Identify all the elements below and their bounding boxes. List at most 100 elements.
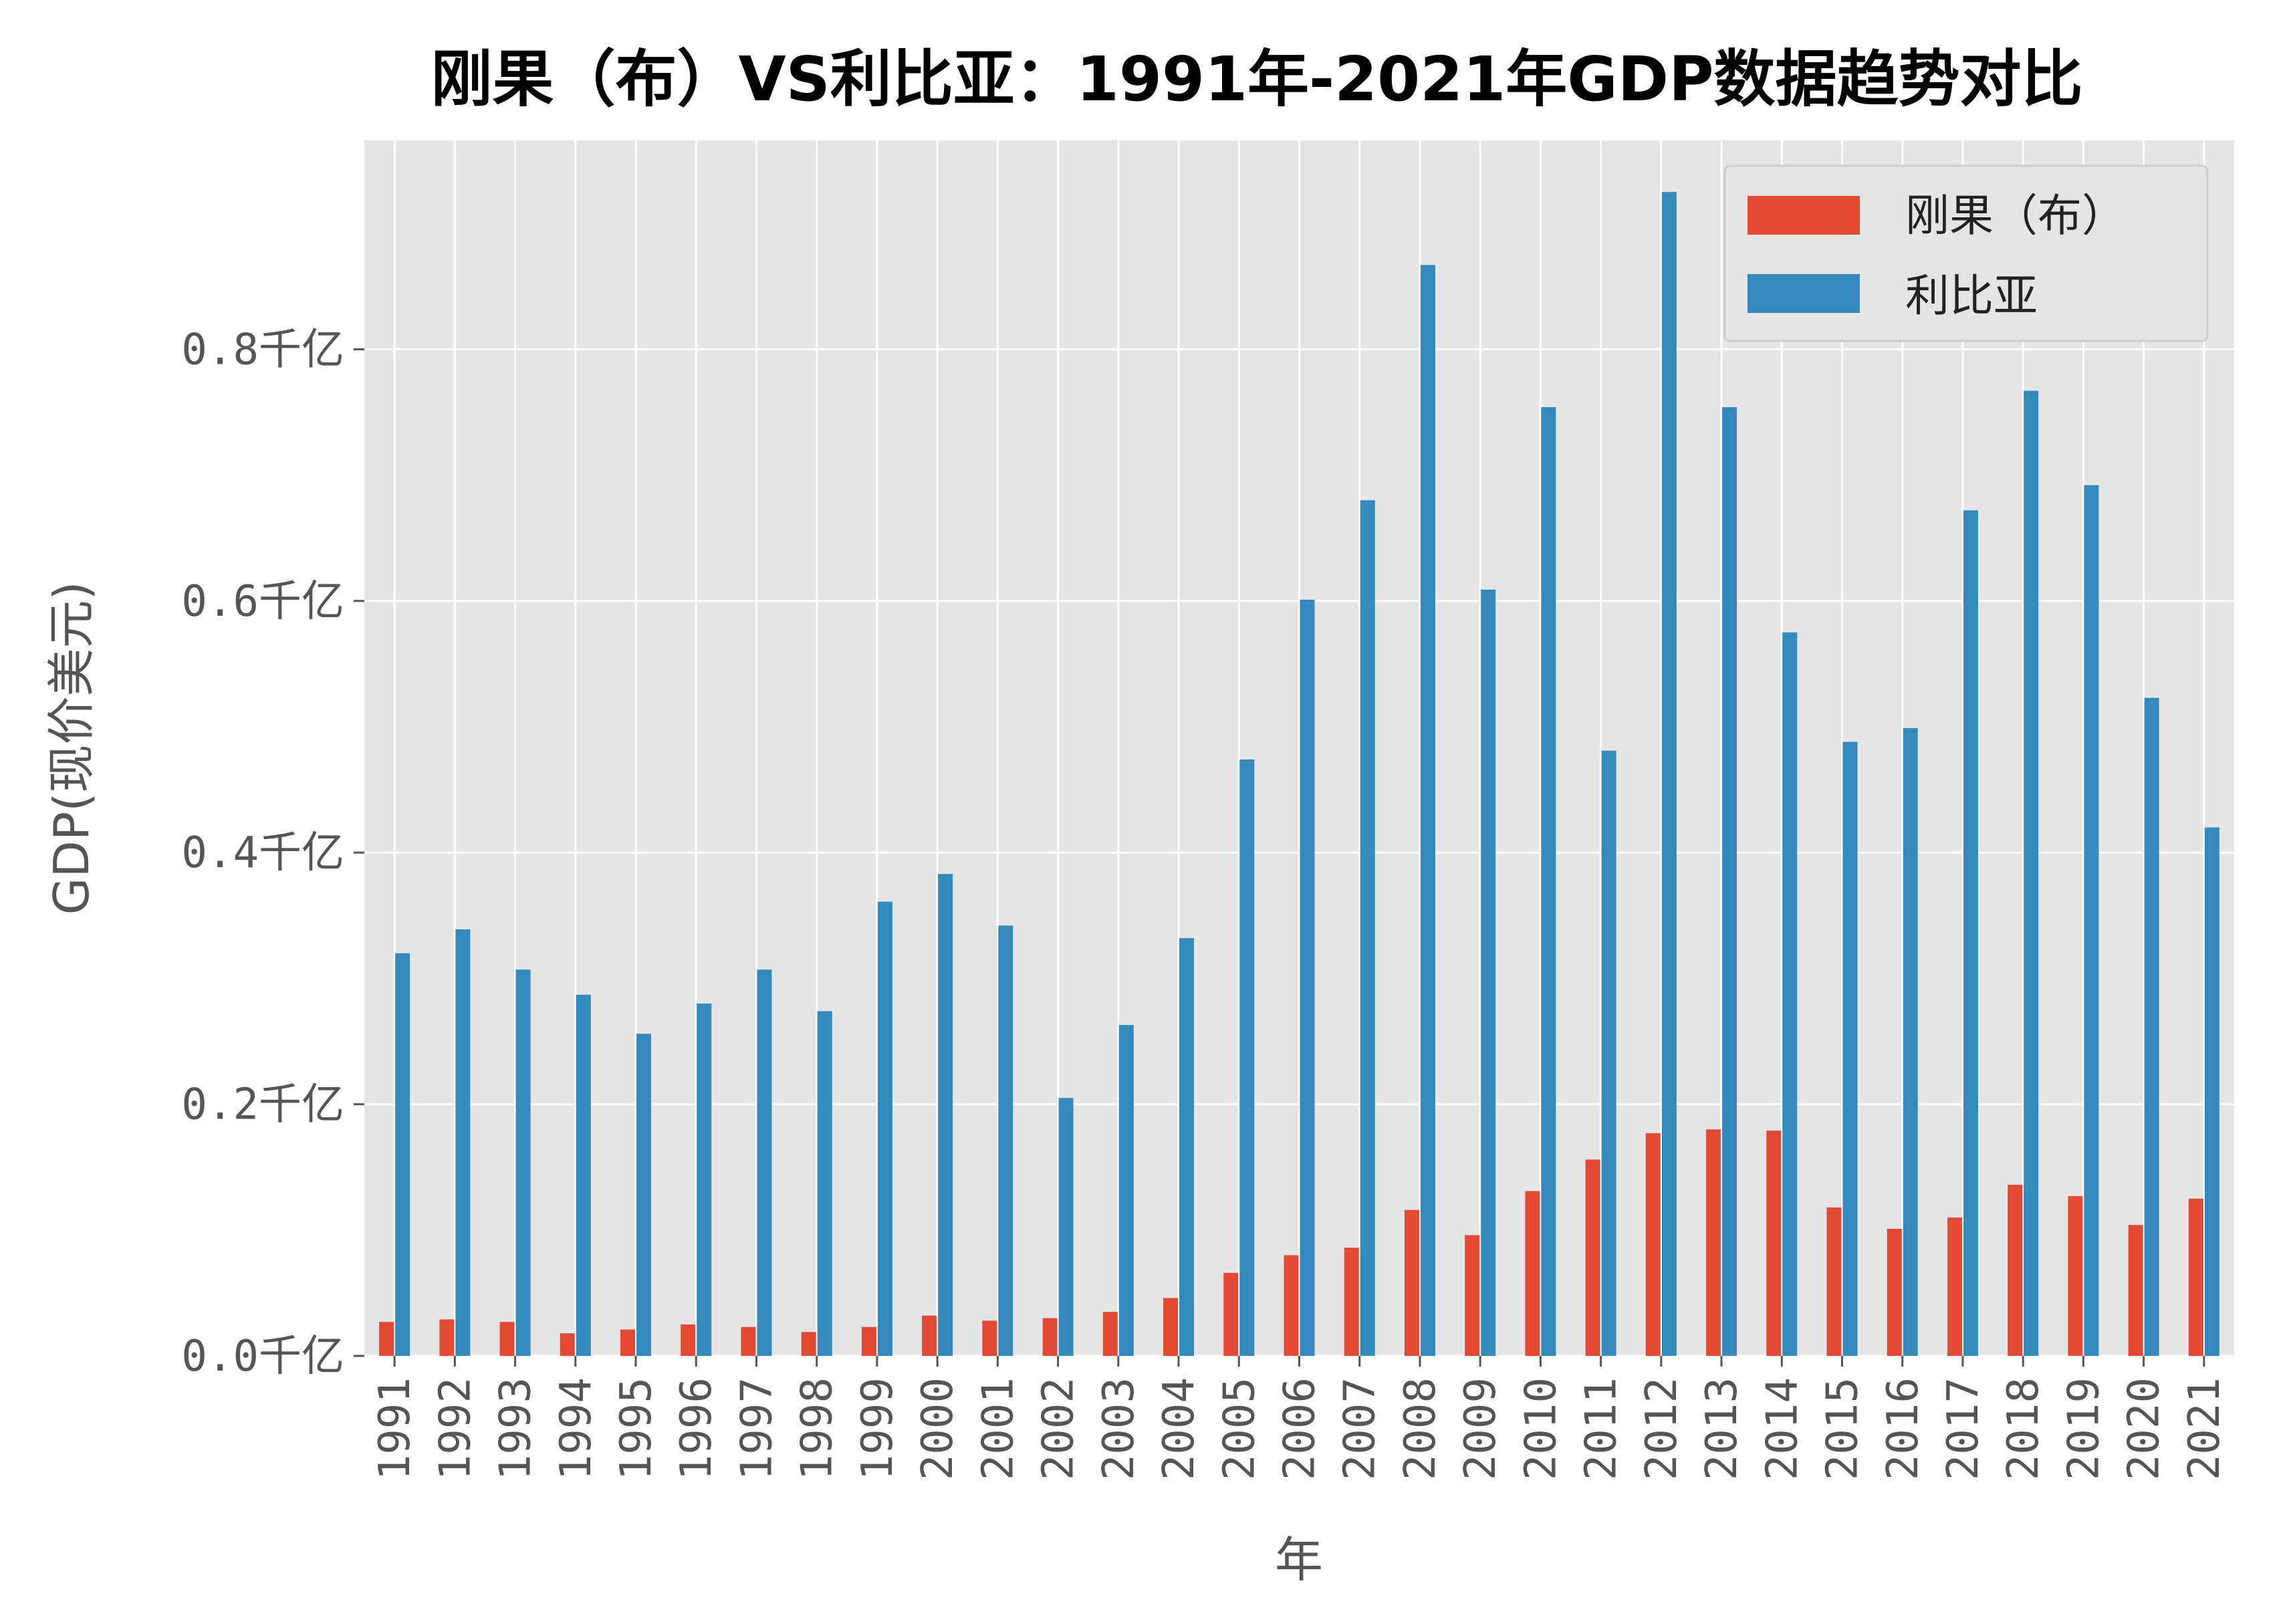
- y-tick-label: 0.8千亿: [181, 325, 344, 374]
- bar-congo: [922, 1315, 937, 1356]
- bar-congo: [1223, 1272, 1239, 1356]
- x-tick-label: 2011: [1577, 1377, 1626, 1480]
- x-tick-label: 2002: [1034, 1377, 1084, 1480]
- bar-congo: [1284, 1255, 1299, 1356]
- bar-libya: [576, 994, 591, 1356]
- bar-libya: [1782, 632, 1798, 1356]
- bar-libya: [697, 1004, 712, 1356]
- bar-congo: [861, 1326, 876, 1356]
- bar-libya: [2024, 390, 2039, 1356]
- x-tick-label: 2006: [1276, 1377, 1325, 1480]
- x-tick-label: 1993: [491, 1377, 541, 1480]
- grid-lines: [364, 140, 2234, 1357]
- bar-congo: [1042, 1318, 1058, 1356]
- x-tick-label: 2008: [1396, 1377, 1445, 1480]
- bar-libya: [1722, 407, 1737, 1356]
- legend-label-congo: 刚果（布）: [1905, 190, 2126, 241]
- x-tick-label: 2018: [1999, 1377, 2048, 1480]
- x-tick-label: 2016: [1879, 1377, 1928, 1480]
- bar-libya: [1360, 500, 1375, 1356]
- x-tick-label: 2010: [1516, 1377, 1566, 1480]
- bar-congo: [1947, 1217, 1962, 1356]
- y-tick-label: 0.2千亿: [181, 1080, 344, 1130]
- bar-congo: [499, 1322, 515, 1356]
- bar-libya: [757, 969, 772, 1356]
- bar-libya: [1481, 589, 1496, 1356]
- bar-libya: [2204, 827, 2219, 1356]
- bar-libya: [1179, 938, 1195, 1356]
- bar-libya: [1541, 407, 1556, 1356]
- x-tick-label: 2020: [2120, 1377, 2169, 1480]
- x-tick-label: 2012: [1637, 1377, 1687, 1480]
- x-tick-label: 1996: [672, 1377, 721, 1480]
- bar-congo: [620, 1329, 636, 1356]
- bar-congo: [2068, 1195, 2083, 1356]
- chart-title: 刚果（布）VS利比亚：1991年-2021年GDP数据趋势对比: [431, 43, 2082, 115]
- x-tick-label: 1994: [552, 1377, 601, 1480]
- bar-libya: [1118, 1025, 1134, 1356]
- x-tick-label: 1998: [793, 1377, 842, 1480]
- x-tick-label: 2015: [1818, 1377, 1868, 1480]
- y-tick-label: 0.6千亿: [181, 577, 344, 626]
- bar-congo: [1887, 1228, 1902, 1356]
- bar-congo: [1525, 1191, 1540, 1356]
- bar-congo: [379, 1322, 394, 1356]
- bar-libya: [636, 1034, 652, 1356]
- bar-congo: [1102, 1312, 1118, 1356]
- x-tick-label: 1999: [853, 1377, 902, 1480]
- x-tick-label: 2021: [2180, 1377, 2229, 1480]
- bar-libya: [1239, 759, 1255, 1356]
- x-tick-label: 2014: [1758, 1377, 1807, 1480]
- bar-congo: [1706, 1129, 1721, 1356]
- x-tick-label: 2013: [1697, 1377, 1747, 1480]
- x-tick-label: 2004: [1155, 1377, 1204, 1480]
- x-tick-label: 1992: [431, 1377, 480, 1480]
- legend-swatch-libya: [1747, 274, 1860, 313]
- x-tick-label: 2007: [1336, 1377, 1385, 1480]
- bar-libya: [1601, 750, 1616, 1356]
- bar-congo: [1404, 1209, 1419, 1356]
- bar-libya: [817, 1011, 832, 1356]
- bar-congo: [439, 1319, 455, 1356]
- bar-libya: [1903, 727, 1918, 1356]
- bar-libya: [1300, 599, 1315, 1356]
- x-tick-label: 2019: [2059, 1377, 2108, 1480]
- y-axis: 0.0千亿 0.2千亿 0.4千亿 0.6千亿 0.8千亿: [181, 325, 364, 1381]
- bar-libya: [1842, 741, 1858, 1356]
- bar-libya: [998, 925, 1013, 1356]
- x-tick-label: 1991: [370, 1377, 420, 1480]
- x-tick-label: 2009: [1456, 1377, 1505, 1480]
- bar-congo: [801, 1332, 816, 1356]
- bars: [379, 192, 2219, 1357]
- bar-libya: [877, 901, 892, 1356]
- x-tick-label: 2005: [1215, 1377, 1264, 1480]
- bar-congo: [2188, 1198, 2203, 1356]
- bar-congo: [1766, 1131, 1782, 1356]
- y-axis-label: GDP(现价美元): [43, 582, 100, 915]
- bar-libya: [455, 929, 471, 1356]
- bar-congo: [560, 1333, 575, 1356]
- x-axis: 1991 1992 1993 1994 1995 1996 1997 1998 1999 2000…: [370, 1356, 2229, 1480]
- bar-congo: [741, 1326, 756, 1356]
- bar-libya: [395, 953, 410, 1356]
- bar-libya: [938, 874, 953, 1356]
- bar-congo: [1585, 1159, 1600, 1356]
- bar-congo: [1645, 1133, 1661, 1356]
- bar-libya: [2084, 485, 2099, 1357]
- x-tick-label: 2001: [973, 1377, 1023, 1480]
- bar-libya: [2144, 697, 2159, 1356]
- bar-libya: [1058, 1098, 1074, 1356]
- bar-libya: [515, 969, 531, 1356]
- bar-libya: [1661, 192, 1677, 1356]
- bar-congo: [1826, 1207, 1842, 1356]
- legend-label-libya: 利比亚: [1905, 270, 2038, 322]
- bar-libya: [1963, 510, 1978, 1356]
- x-tick-label: 2003: [1094, 1377, 1144, 1480]
- legend-swatch-congo: [1747, 196, 1860, 235]
- bar-congo: [1465, 1235, 1480, 1356]
- x-tick-label: 1995: [612, 1377, 661, 1480]
- x-tick-label: 2017: [1939, 1377, 1988, 1480]
- x-tick-label: 1997: [732, 1377, 781, 1480]
- x-tick-label: 2000: [913, 1377, 963, 1480]
- legend: 刚果（布） 利比亚: [1723, 164, 2209, 342]
